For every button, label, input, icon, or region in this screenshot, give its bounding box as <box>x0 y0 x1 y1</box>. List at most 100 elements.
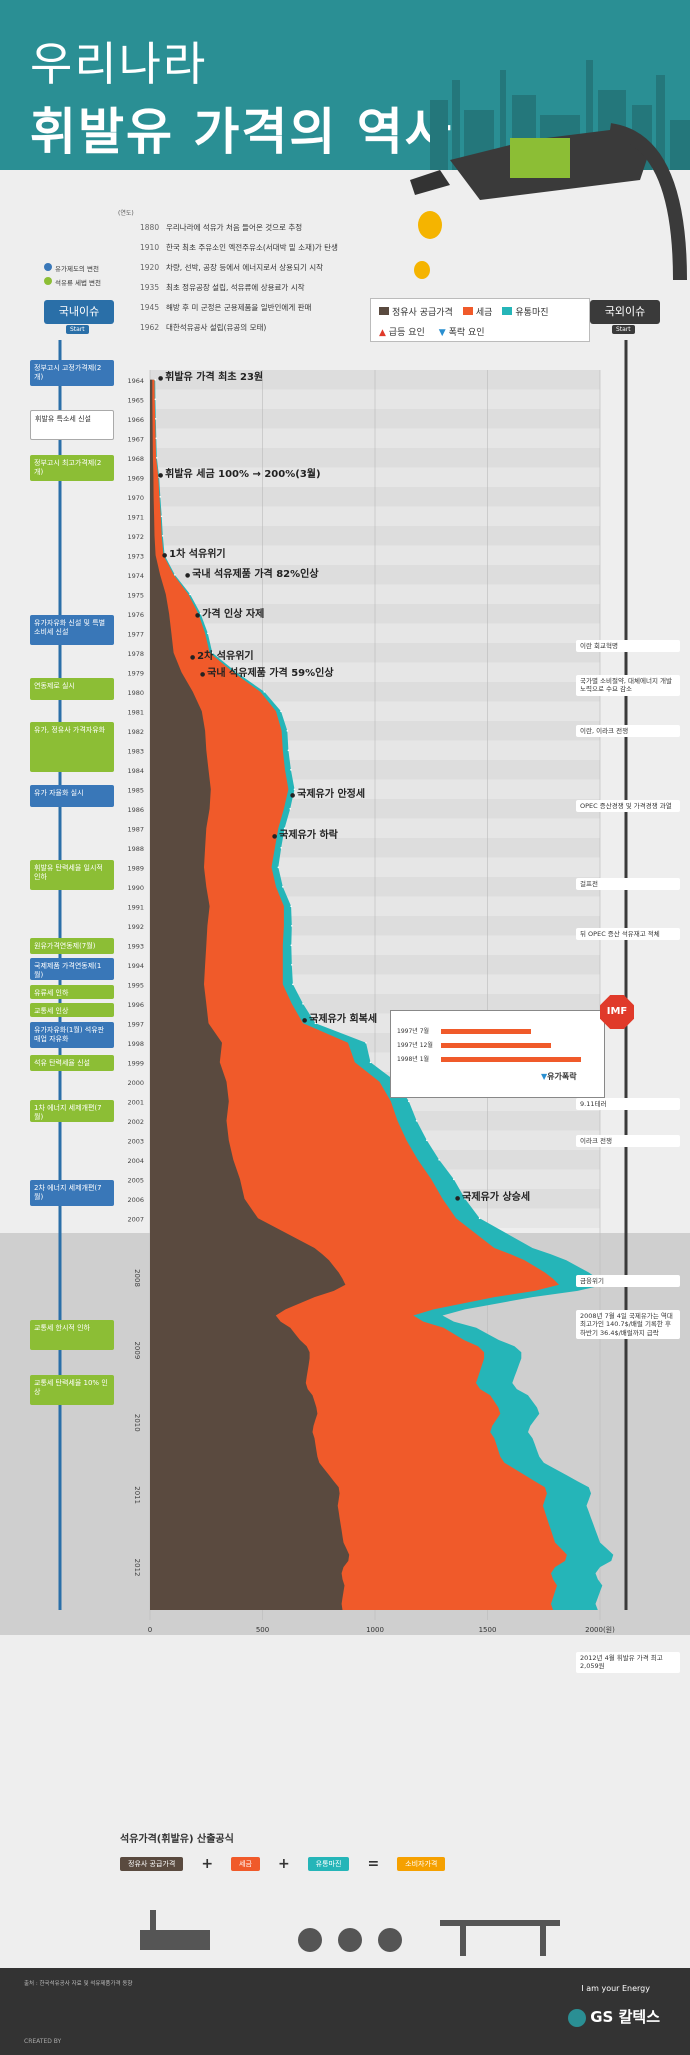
year-tick-label: 1984 <box>127 767 144 775</box>
foreign-issue-note: 9.11테러 <box>576 1098 680 1111</box>
year-tick-label: 1985 <box>127 786 144 794</box>
annotation-text: 국제유가 하락 <box>279 830 338 841</box>
footer: 출처 : 한국석유공사 자료 및 석유제품가격 동향 CREATED BY I … <box>0 1968 690 2055</box>
early-event-year: 1910 <box>140 243 160 252</box>
policy-legend-b: 석유류 세법 변천 <box>44 276 101 290</box>
x-tick-label: 1000 <box>366 1626 384 1634</box>
year-tick-label: 1987 <box>127 825 144 833</box>
year-tick-label: 1970 <box>127 494 144 502</box>
chart-annotation: ● 국제유가 상승세 <box>455 1188 530 1203</box>
data-point <box>280 847 283 849</box>
foreign-issue-note: 걸프전 <box>576 878 680 891</box>
year-tick-label: 1971 <box>127 513 144 521</box>
year-tick-label: 1990 <box>127 884 144 892</box>
legend-item-margin: 유통마진 <box>502 305 549 318</box>
data-point <box>415 1120 418 1122</box>
early-event: 1962 대한석유공사 설립(유공의 모태) <box>140 318 470 338</box>
domestic-issue-box: 2차 에너지 세제개편(7월) <box>30 1180 114 1206</box>
annotation-dot-icon: ● <box>195 612 203 619</box>
year-tick-label: 1995 <box>127 981 144 989</box>
legend-down: ▼ 폭락 요인 <box>438 328 485 338</box>
formula-illustration <box>140 1910 560 1956</box>
data-point <box>314 1022 317 1025</box>
imf-row-2: 1997년 12월 <box>397 1042 433 1049</box>
foreign-issue-note: 2008년 7월 4일 국제유가는 역대 최고가인 140.7$/배럴 기록한 … <box>576 1310 680 1340</box>
data-point <box>162 535 164 537</box>
foreign-issue-note: 뒤 OPEC 증산 석유재고 적체 <box>576 928 680 941</box>
page-title-line2: 휘발유 가격의 역사 <box>30 103 453 161</box>
early-event: 1920 차량, 선박, 공장 등에서 에너지로서 상용되기 시작 <box>140 258 470 278</box>
series-area-supply <box>150 379 350 1610</box>
imf-bar-2 <box>441 1043 551 1048</box>
imf-bar-1 <box>441 1029 531 1034</box>
annotation-text: 국제유가 상승세 <box>462 1192 531 1203</box>
year-tick-label: 1999 <box>127 1059 144 1067</box>
data-point <box>280 710 282 713</box>
legend-item-tax: 세금 <box>462 305 492 318</box>
data-point <box>155 418 157 420</box>
domestic-issue-box: 유가 자율화 실시 <box>30 785 114 807</box>
domestic-issue-box: 유가자유화 신설 및 특별소비세 신설 <box>30 615 114 645</box>
imf-row-1: 1997년 7월 <box>397 1028 430 1035</box>
data-point <box>199 613 202 615</box>
early-event-text: 우리나라에 석유가 처음 들어온 것으로 추정 <box>166 223 303 232</box>
foreign-issue-note: 2012년 4월 휘발유 가격 최고 2,059원 <box>576 1652 680 1673</box>
brand-name: GS 칼텍스 <box>590 2008 660 2026</box>
data-point <box>154 379 156 381</box>
imf-note: ▼유가폭락 <box>541 1072 577 1081</box>
early-event: 1945 해방 후 미 군정은 군용제품을 일반인에게 판매 <box>140 298 470 318</box>
formula-consumer: 소비자가격 <box>397 1857 446 1871</box>
year-tick-label: 1974 <box>127 572 144 580</box>
data-point <box>263 691 266 693</box>
year-tick-label: 1989 <box>127 864 144 872</box>
formula-row: 정유사 공급가격 + 세금 + 유통마진 = 소비자가격 <box>120 1856 446 1872</box>
early-event-year: 1945 <box>140 303 160 312</box>
data-point <box>282 886 284 888</box>
domestic-issue-box: 정부고시 고정가격제(2개) <box>30 360 114 386</box>
early-event-text: 대한석유공사 설립(유공의 모태) <box>166 323 267 332</box>
early-event: 1935 최초 정유공장 설립, 석유류에 상용료가 시작 <box>140 278 470 298</box>
chart-annotation: ● 2차 석유위기 <box>190 647 254 662</box>
annotation-dot-icon: ● <box>185 572 193 579</box>
annotation-text: 2차 석유위기 <box>197 651 254 662</box>
domestic-issue-box: 유류세 인하 <box>30 985 114 999</box>
fuel-nozzle-illustration <box>410 123 687 280</box>
year-tick-label: 1993 <box>127 942 144 950</box>
data-point <box>211 652 214 654</box>
early-event-text: 한국 최초 주유소인 엑전주유소(서대박 밑 소재)가 탄생 <box>166 243 338 252</box>
legend-item-supply: 정유사 공급가격 <box>379 305 453 318</box>
data-point <box>155 437 158 440</box>
footer-slogan: I am your Energy <box>581 1984 650 1993</box>
domestic-issues-header: 국내이슈 <box>44 300 114 324</box>
early-event-year: 1920 <box>140 263 160 272</box>
year-tick-label: 2002 <box>127 1118 144 1126</box>
data-point <box>291 964 293 966</box>
data-point <box>302 1003 304 1005</box>
domestic-issue-box: 석유 탄력세율 신설 <box>30 1055 114 1071</box>
policy-legend-a: 유가제도의 변천 <box>44 262 101 276</box>
domestic-start: Start <box>66 325 89 334</box>
early-event-text: 차량, 선박, 공장 등에서 에너지로서 상용되기 시작 <box>166 263 324 272</box>
data-point <box>291 925 293 927</box>
data-point <box>154 398 157 401</box>
year-tick-label: 1976 <box>127 611 144 619</box>
year-tick-label: 1973 <box>127 552 144 560</box>
annotation-text: 가격 인상 자제 <box>202 609 265 620</box>
year-tick-label: 1983 <box>127 747 144 755</box>
year-tick-label: 1982 <box>127 728 144 736</box>
data-point <box>286 730 289 732</box>
year-tick-label: 1992 <box>127 923 144 931</box>
chart-annotation: ● 국내 석유제품 가격 82%인상 <box>185 565 319 580</box>
domestic-issues-title: 국내이슈 <box>58 305 100 318</box>
annotation-dot-icon: ● <box>290 792 298 799</box>
data-point <box>464 1198 466 1200</box>
year-tick-label: 1986 <box>127 806 144 814</box>
footer-credit: CREATED BY <box>24 2038 62 2045</box>
x-tick-label: 0 <box>148 1626 152 1634</box>
data-point <box>365 1042 367 1044</box>
domestic-issue-box: 원유가격연동제(7월) <box>30 938 114 954</box>
early-event-text: 해방 후 미 군정은 군용제품을 일반인에게 판매 <box>166 303 312 312</box>
formula-supply: 정유사 공급가격 <box>120 1857 184 1871</box>
year-tick-label: 1980 <box>127 689 144 697</box>
data-point <box>290 769 292 771</box>
